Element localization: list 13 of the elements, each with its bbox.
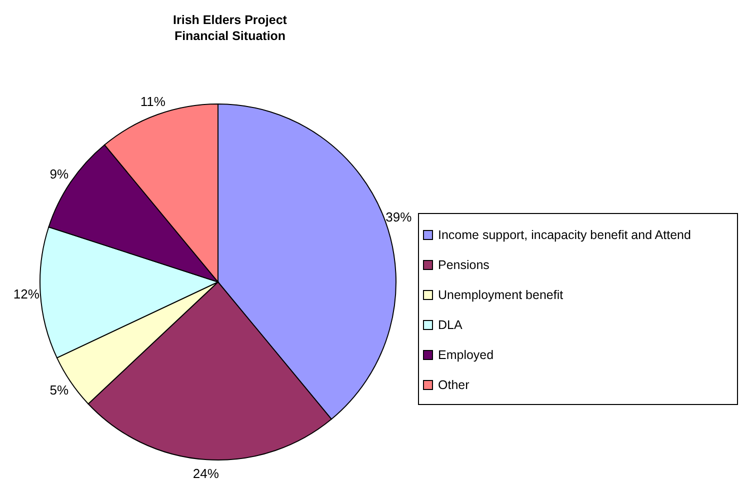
legend-label: Pensions	[438, 258, 490, 272]
data-label: 24%	[192, 466, 220, 482]
data-label: 12%	[13, 286, 40, 302]
data-label: 9%	[50, 166, 70, 182]
legend-label: Income support, incapacity benefit and Attend	[438, 228, 691, 242]
data-label: 39%	[386, 209, 412, 224]
chart-title: Irish Elders Project Financial Situation	[172, 12, 288, 44]
legend-label: DLA	[438, 318, 462, 332]
legend-label: Other	[438, 378, 470, 392]
legend-label: Employed	[438, 348, 494, 362]
data-label: 11%	[140, 94, 166, 109]
legend-label: Unemployment benefit	[438, 288, 564, 302]
data-label: 5%	[50, 382, 70, 398]
